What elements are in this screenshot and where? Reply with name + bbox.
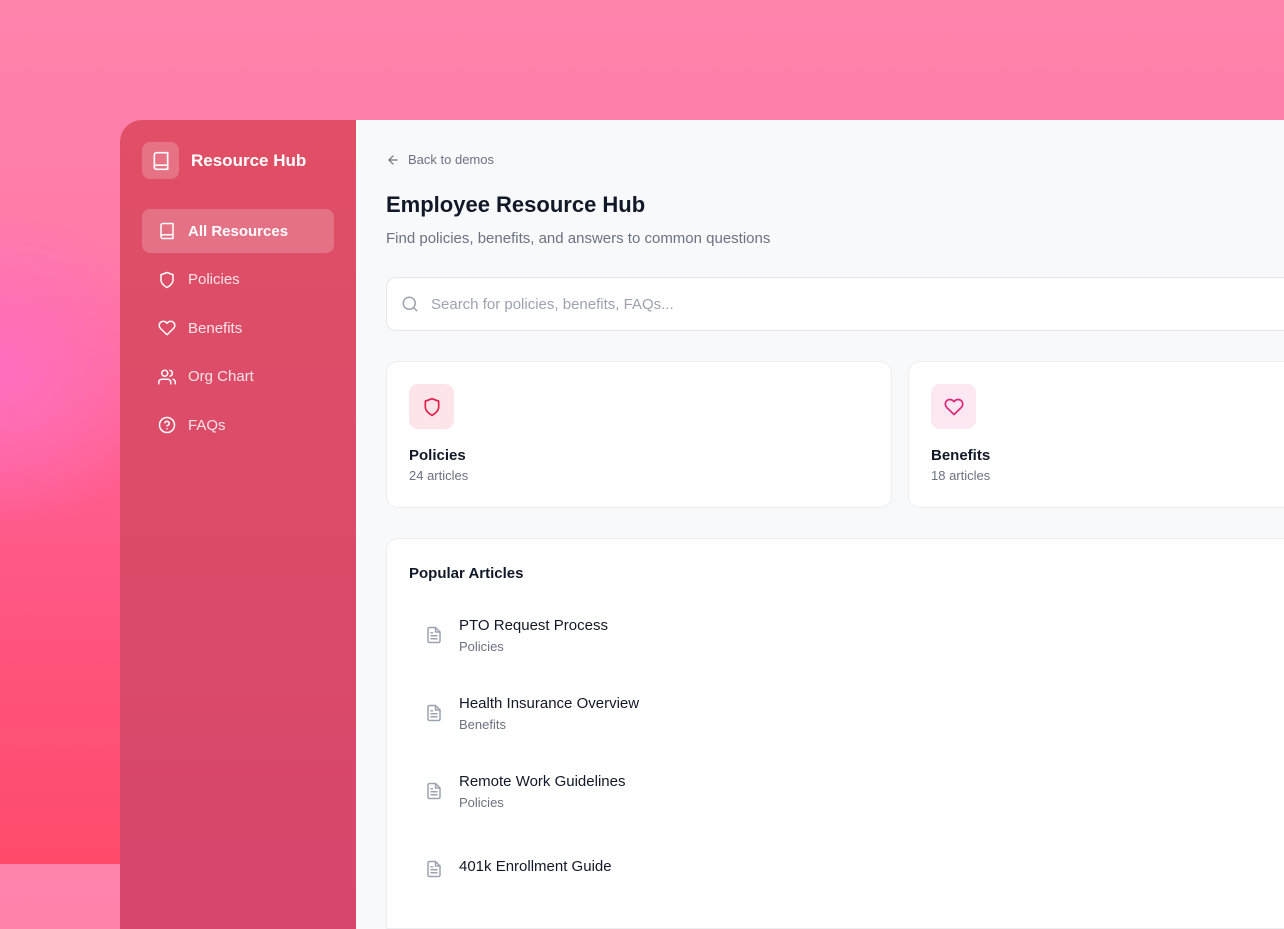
sidebar-item-label: Policies: [188, 271, 240, 288]
heart-icon: [931, 384, 976, 429]
page-title: Employee Resource Hub: [386, 192, 646, 217]
search-icon: [402, 296, 418, 312]
heart-icon: [158, 320, 176, 336]
brand: Resource Hub: [142, 142, 334, 179]
popular-articles: Popular Articles PTO Request Process Poli…: [386, 538, 1284, 929]
help-circle-icon: [158, 416, 176, 434]
card-policies[interactable]: Policies 24 articles: [386, 361, 892, 508]
sidebar-item-label: All Resources: [188, 222, 289, 240]
sidebar-item-label: FAQs: [188, 416, 226, 434]
article-category: Benefits: [459, 716, 506, 732]
shield-icon: [160, 271, 174, 288]
article-item[interactable]: PTO Request Process Policies: [409, 596, 1262, 674]
main-content: Back to demos Employee Resource Hub Find…: [356, 120, 1284, 929]
section-title: Popular Articles: [409, 565, 524, 582]
article-title: 401k Enrollment Guide: [459, 858, 612, 875]
page-subtitle: Find policies, benefits, and answers to …: [386, 230, 771, 247]
search-bar: [386, 277, 1284, 331]
file-text-icon: [427, 704, 441, 722]
article-category: Policies: [459, 638, 504, 654]
file-text-icon: [427, 782, 441, 800]
sidebar-item-benefits[interactable]: Benefits: [142, 306, 334, 350]
book-icon: [160, 222, 174, 240]
article-title: Health Insurance Overview: [459, 694, 640, 712]
back-link[interactable]: Back to demos: [386, 152, 1284, 167]
sidebar-item-policies[interactable]: Policies: [142, 258, 334, 302]
article-title: Remote Work Guidelines: [459, 772, 626, 790]
article-item[interactable]: Health Insurance Overview Benefits: [409, 674, 1262, 752]
file-text-icon: [427, 860, 441, 878]
article-title: PTO Request Process: [459, 616, 608, 634]
sidebar-item-all-resources[interactable]: All Resources: [142, 209, 334, 253]
card-title: Policies: [409, 447, 466, 464]
book-icon: [142, 142, 179, 179]
article-category: Policies: [459, 794, 504, 810]
category-cards: Policies 24 articles Benefits 18 article…: [386, 361, 1284, 508]
card-count: 24 articles: [409, 468, 469, 483]
arrow-left-icon: [388, 154, 398, 165]
sidebar-item-label: Benefits: [188, 319, 243, 337]
sidebar: Resource Hub All Resources Policies Bene…: [120, 120, 356, 929]
file-text-icon: [427, 626, 441, 644]
search-input[interactable]: [431, 295, 1270, 313]
sidebar-item-label: Org Chart: [188, 368, 254, 385]
shield-icon: [409, 384, 454, 429]
back-label: Back to demos: [408, 152, 494, 167]
card-title: Benefits: [931, 447, 991, 464]
article-item[interactable]: 401k Enrollment Guide: [409, 830, 1262, 908]
brand-title: Resource Hub: [191, 150, 307, 170]
sidebar-item-org-chart[interactable]: Org Chart: [142, 355, 334, 399]
sidebar-item-faqs[interactable]: FAQs: [142, 403, 334, 447]
card-count: 18 articles: [931, 468, 991, 483]
article-item[interactable]: Remote Work Guidelines Policies: [409, 752, 1262, 830]
card-benefits[interactable]: Benefits 18 articles: [908, 361, 1284, 508]
app-window: Resource Hub All Resources Policies Bene…: [120, 120, 1284, 929]
users-icon: [158, 369, 176, 384]
